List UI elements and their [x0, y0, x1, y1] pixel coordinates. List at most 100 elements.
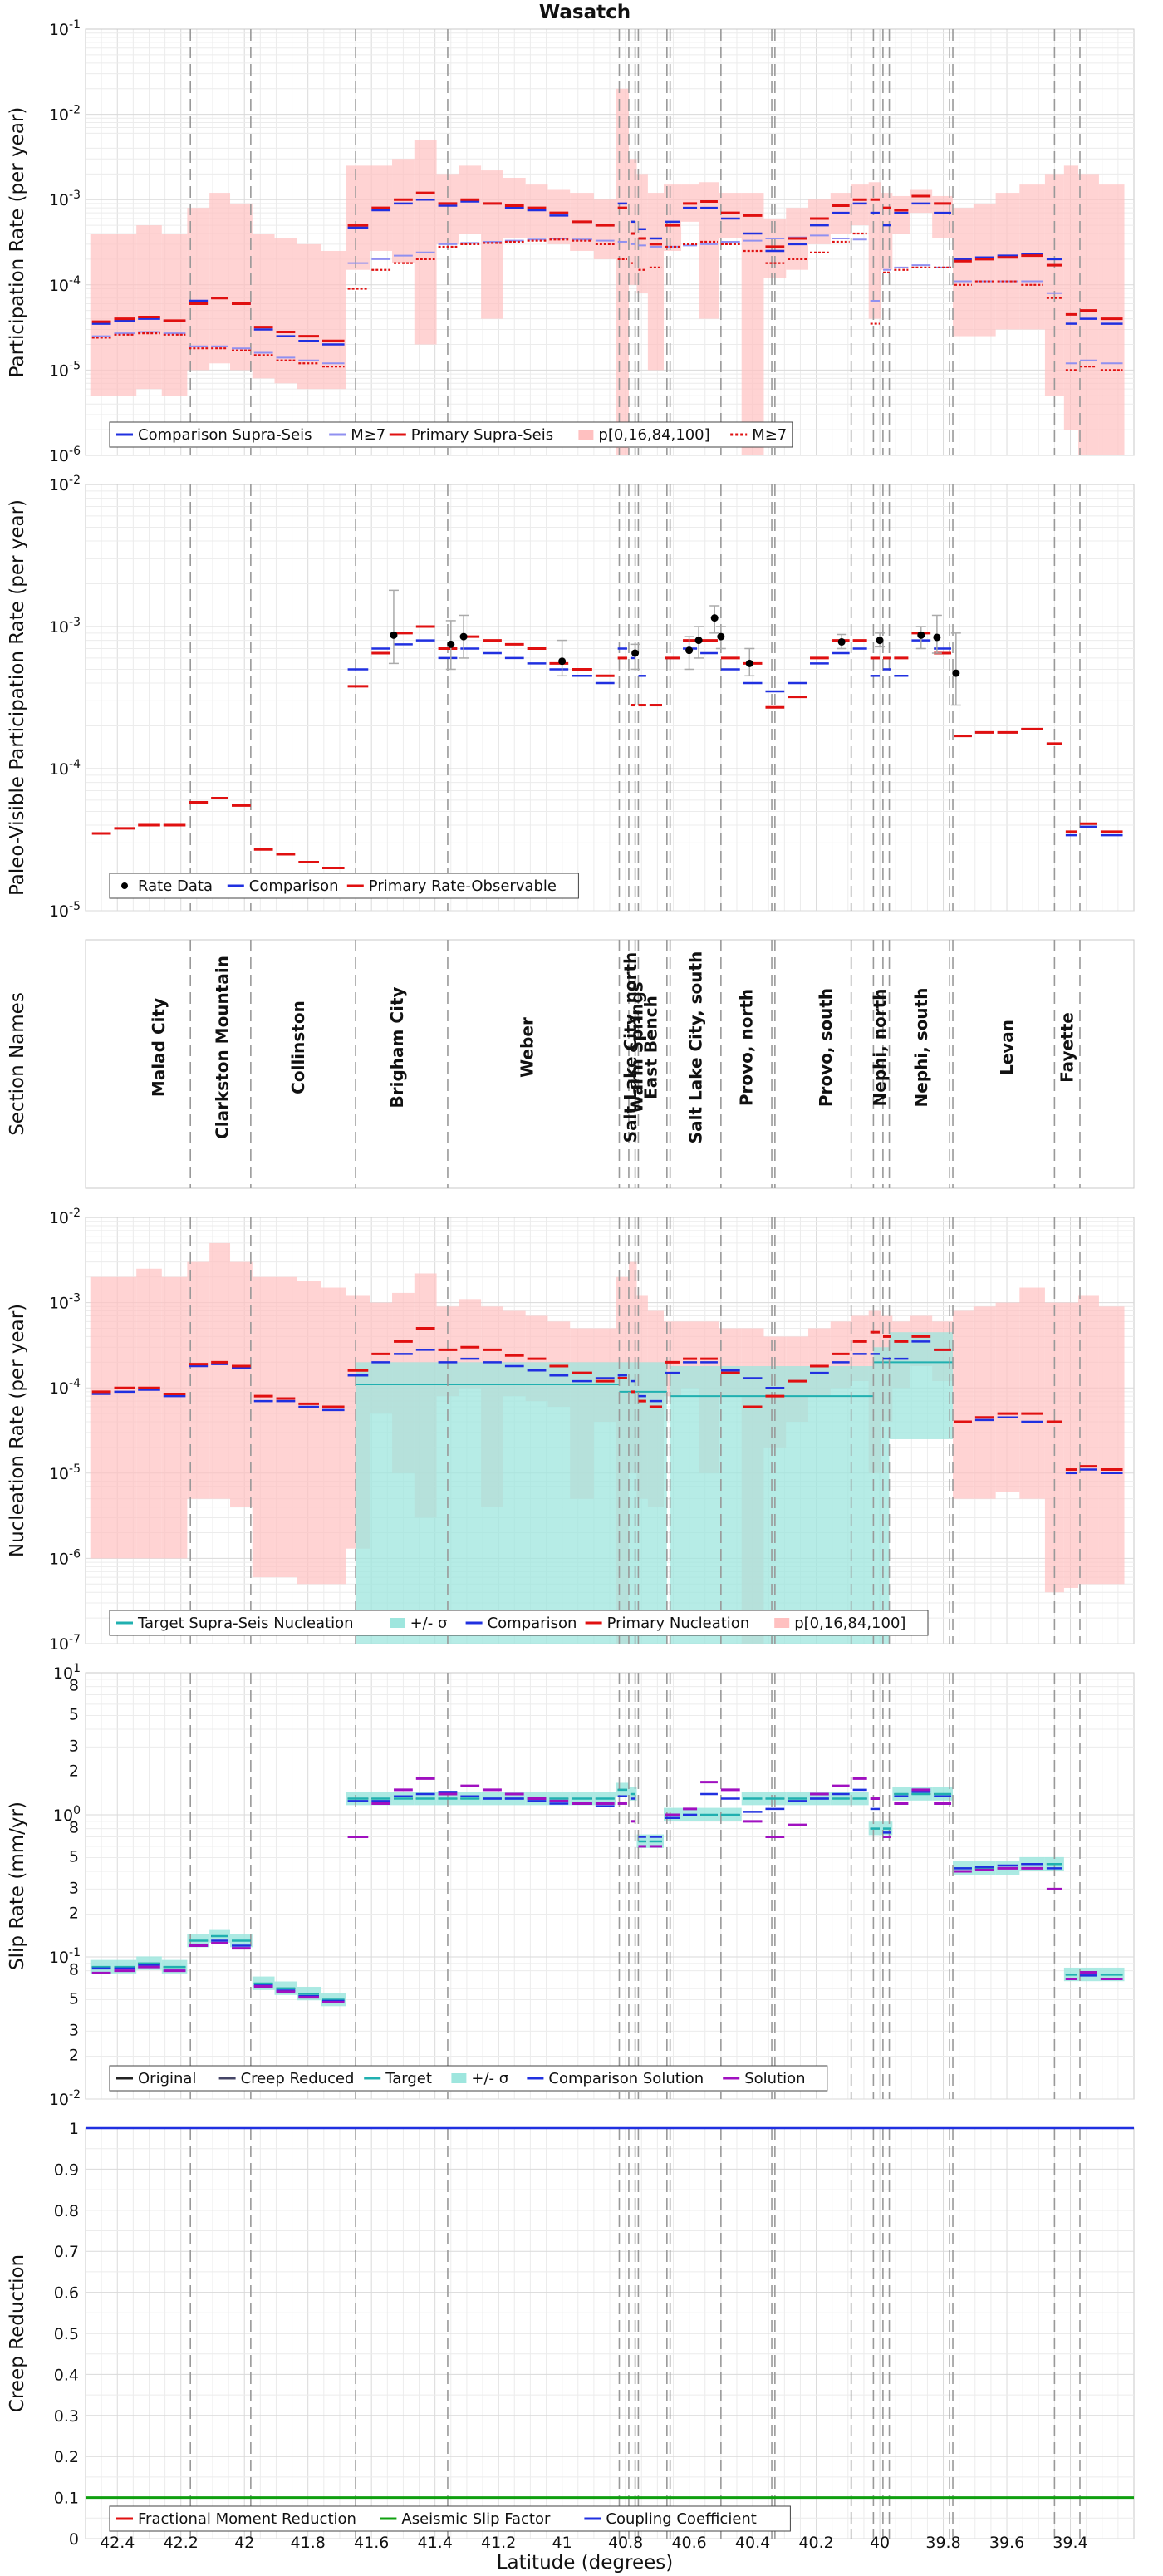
nucleation-percentile-band: [953, 1310, 974, 1499]
paleo-rate-data-point: [390, 631, 398, 639]
section-name-label: Clarkston Mountain: [212, 956, 232, 1139]
nucleation-legend-label: Comparison: [488, 1615, 577, 1632]
participation-percentile-band: [808, 199, 831, 244]
section-name-label: Salt Lake City, south: [685, 951, 705, 1144]
slip-legend-label: +/- σ: [471, 2070, 508, 2087]
slip-ylabel: Slip Rate (mm/yr): [7, 1802, 28, 1970]
participation-percentile-band: [112, 234, 137, 396]
participation-percentile-band: [187, 208, 210, 371]
nucleation-ytick-label: 10-5: [49, 1463, 81, 1483]
x-tick-label: 41.2: [481, 2534, 516, 2552]
nucleation-legend-swatch: [774, 1618, 790, 1628]
participation-percentile-band: [161, 234, 188, 396]
paleo-rate-data-point: [933, 633, 941, 642]
slip-legend-label: Solution: [744, 2070, 805, 2087]
nucleation-ylabel: Nucleation Rate (per year): [7, 1304, 28, 1557]
nucleation-percentile-band: [209, 1242, 231, 1499]
paleo-rate-data-point: [952, 669, 960, 677]
slip-legend-label: Creep Reduced: [241, 2070, 355, 2087]
section-name-label: Brigham City: [387, 987, 407, 1109]
creep-ytick-label: 1: [69, 2120, 79, 2138]
x-tick-label: 40: [870, 2534, 890, 2552]
nucleation-legend-label: +/- σ: [410, 1615, 448, 1632]
slip-ytick-label: 10-1: [49, 1946, 81, 1967]
creep-ytick-label: 0.5: [54, 2325, 79, 2343]
creep-ylabel: Creep Reduction: [7, 2254, 28, 2412]
nucleation-percentile-band: [1078, 1295, 1099, 1585]
latitude-axis: 42.4 42.2 42 41.8 41.6 41.4 41.2 41 40.8 40.6 40.4…: [100, 2534, 1088, 2552]
section-name-label: East Bench: [641, 995, 661, 1099]
slip-minor-tick-label: 5: [69, 1847, 79, 1866]
participation-percentile-band: [868, 182, 881, 319]
x-tick-label: 42.4: [100, 2534, 135, 2552]
participation-ytick-label: 10-3: [49, 189, 81, 209]
x-axis-label: Latitude (degrees): [497, 2552, 674, 2574]
x-tick-label: 41.4: [418, 2534, 453, 2552]
paleo-ylabel: Paleo-Visible Participation Rate (per ye…: [7, 499, 28, 896]
nucleation-ytick-label: 10-3: [49, 1292, 81, 1313]
participation-percentile-band: [392, 159, 415, 263]
nucleation-target-sigma-band: [889, 1332, 954, 1439]
participation-ytick-label: 10-4: [49, 274, 81, 295]
slip-minor-tick-label: 2: [69, 1762, 79, 1781]
participation-percentile-band: [230, 203, 253, 371]
section-name-label: Provo, south: [816, 988, 836, 1107]
section-name-label: Provo, north: [736, 989, 756, 1106]
participation-legend-label: Primary Supra-Seis: [411, 426, 553, 444]
participation-percentile-band: [647, 193, 665, 371]
nucleation-legend-label: p[0,16,84,100]: [794, 1615, 905, 1632]
x-tick-label: 40.8: [608, 2534, 643, 2552]
participation-percentile-band: [252, 234, 275, 379]
creep-ytick-label: 0.9: [54, 2161, 79, 2179]
slip-minor-tick-label: 3: [69, 2021, 79, 2039]
slip-minor-tick-label: 2: [69, 1905, 79, 1923]
slip-minor-tick-label: 8: [69, 1819, 79, 1837]
slip-legend-label: Original: [138, 2070, 196, 2087]
participation-ytick-label: 10-1: [49, 18, 81, 39]
participation-percentile-band: [973, 203, 996, 337]
participation-rate-panel: 10-6 10-5 10-4 10-3 10-2 10-1 Participation Ra…: [7, 18, 1135, 465]
participation-percentile-band: [699, 182, 719, 319]
participation-legend-label: M≥7: [351, 426, 385, 444]
participation-legend-swatch: [578, 430, 594, 440]
participation-ytick-label: 10-5: [49, 359, 81, 380]
paleo-legend-box: [109, 873, 579, 899]
slip-legend-swatch: [451, 2073, 467, 2083]
section-name-label: Levan: [997, 1020, 1017, 1075]
paleo-rate-data-point: [459, 632, 468, 641]
x-tick-label: 41.6: [354, 2534, 389, 2552]
section-name-label: Nephi, south: [911, 988, 931, 1108]
participation-percentile-band: [481, 170, 503, 319]
paleo-visible-rate-panel: 10-5 10-4 10-3 10-2 Paleo-Visible Participat…: [7, 474, 1135, 921]
participation-percentile-band: [1063, 165, 1079, 430]
creep-reduction-panel: 0 0.1 0.2 0.3 0.4 0.5 0.6 0.7 0.8 0.9 1 Creep Reduc…: [7, 2120, 1135, 2549]
participation-legend-label: M≥7: [752, 426, 787, 444]
x-tick-label: 39.4: [1053, 2534, 1087, 2552]
participation-percentile-band: [892, 195, 910, 234]
participation-percentile-band: [851, 184, 869, 226]
paleo-rate-data-point: [837, 637, 846, 646]
sections-frame: [85, 939, 1135, 1189]
x-tick-label: 42.2: [164, 2534, 199, 2552]
paleo-rate-data-point: [685, 646, 694, 655]
creep-legend-label: Coupling Coefficient: [606, 2510, 756, 2528]
paleo-ytick-label: 10-3: [49, 616, 81, 637]
participation-ylabel: Participation Rate (per year): [7, 107, 28, 378]
slip-legend-label: Comparison Solution: [548, 2070, 704, 2087]
slip-minor-tick-label: 8: [69, 1961, 79, 1979]
nucleation-legend-label: Primary Nucleation: [607, 1615, 750, 1632]
section-name-label: Weber: [518, 1017, 537, 1078]
slip-ytick-label: 101: [53, 1662, 81, 1683]
paleo-rate-data-point: [694, 637, 703, 645]
participation-percentile-band: [547, 189, 571, 244]
participation-percentile-band: [274, 238, 297, 384]
nucleation-target-sigma-band: [356, 1362, 620, 1644]
slip-legend-box: [109, 2065, 828, 2092]
participation-percentile-band: [1019, 184, 1045, 330]
creep-ytick-label: 0.3: [54, 2407, 79, 2426]
paleo-rate-data-point: [917, 631, 925, 639]
nucleation-percentile-band: [274, 1276, 297, 1578]
slip-minor-tick-label: 8: [69, 1677, 79, 1695]
slip-legend-label: Target: [385, 2070, 432, 2087]
